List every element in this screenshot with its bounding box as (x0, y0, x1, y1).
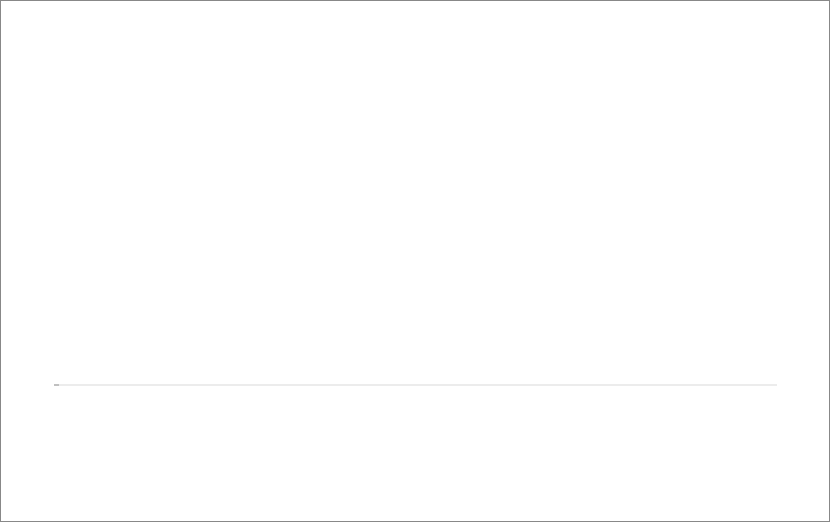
chart-canvas (1, 1, 829, 521)
chart-frame (0, 0, 830, 522)
